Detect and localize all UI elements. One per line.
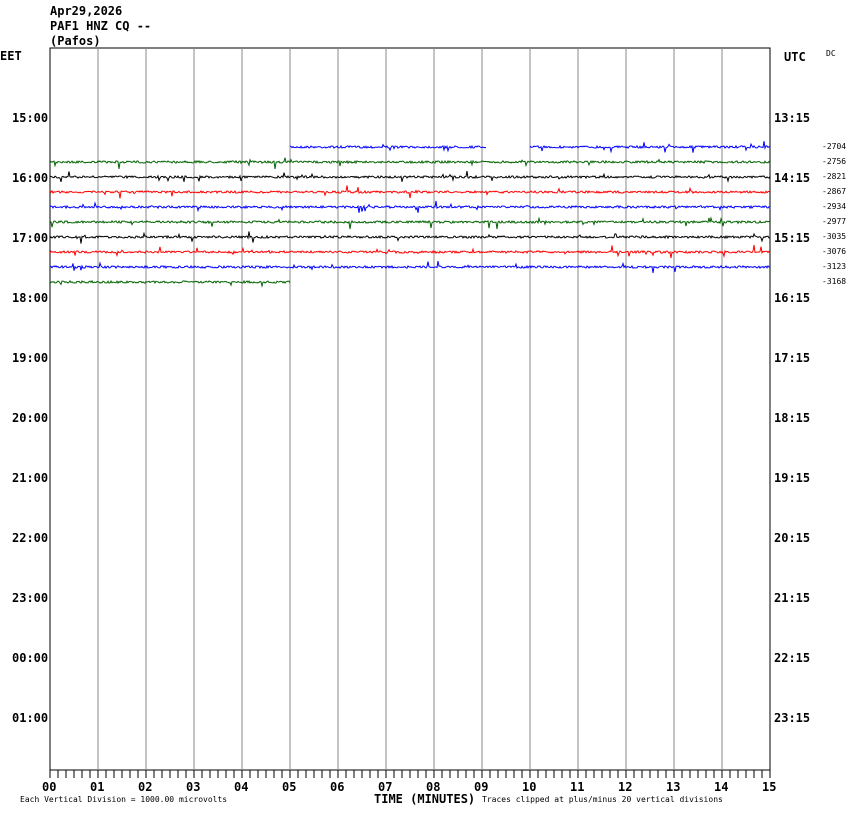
x-tick-label: 07: [378, 780, 393, 794]
x-tick-label: 08: [426, 780, 441, 794]
left-time-label: 16:00: [12, 171, 49, 185]
dc-label: DC: [826, 49, 836, 58]
dc-offset-label: -2704: [822, 142, 847, 151]
x-tick-label: 12: [618, 780, 633, 794]
x-tick-label: 06: [330, 780, 345, 794]
right-time-label: 17:15: [774, 351, 811, 365]
x-tick-label: 03: [186, 780, 201, 794]
dc-offset-label: -3123: [822, 262, 847, 271]
left-time-label: 00:00: [12, 651, 49, 665]
plot-frame: [49, 47, 771, 771]
x-tick-label: 13: [666, 780, 681, 794]
trace-1: [529, 141, 771, 154]
trace-2: [49, 157, 771, 169]
right-time-label: 19:15: [774, 471, 811, 485]
x-tick-label: 14: [714, 780, 729, 794]
x-tick-label: 11: [570, 780, 585, 794]
dc-offset-label: -2867: [822, 187, 847, 196]
scale-note: Each Vertical Division = 1000.00 microvo…: [20, 795, 228, 804]
x-tick-label: 05: [282, 780, 297, 794]
trace-7: [49, 231, 771, 244]
right-time-label: 20:15: [774, 531, 811, 545]
dc-offset-label: -2756: [822, 157, 847, 166]
x-tick-label: 02: [138, 780, 153, 794]
x-tick-label: 10: [522, 780, 537, 794]
right-time-label: 22:15: [774, 651, 811, 665]
dc-offset-label: -3035: [822, 232, 847, 241]
left-time-label: 01:00: [12, 711, 49, 725]
x-tick-label: 15: [762, 780, 777, 794]
location-label: (Pafos): [50, 34, 101, 48]
left-time-label: 20:00: [12, 411, 49, 425]
left-time-label: 18:00: [12, 291, 49, 305]
clip-note: Traces clipped at plus/minus 20 vertical…: [482, 795, 723, 804]
trace-1: [289, 143, 487, 153]
trace-6: [49, 216, 771, 230]
x-tick-label: 01: [90, 780, 105, 794]
date-label: Apr29,2026: [50, 4, 123, 18]
x-axis-title: TIME (MINUTES): [374, 792, 476, 806]
trace-10: [49, 279, 291, 288]
trace-4: [49, 185, 771, 199]
left-axis-label: EET: [0, 49, 22, 63]
left-time-label: 15:00: [12, 111, 49, 125]
right-axis-label: UTC: [784, 50, 806, 64]
dc-offset-label: -2934: [822, 202, 847, 211]
x-tick-label: 04: [234, 780, 249, 794]
right-time-label: 23:15: [774, 711, 811, 725]
trace-3: [49, 171, 771, 183]
dc-offset-label: -2821: [822, 172, 847, 181]
left-time-label: 21:00: [12, 471, 49, 485]
x-tick-label: 00: [42, 780, 57, 794]
dc-offset-label: -3076: [822, 247, 847, 256]
left-time-label: 19:00: [12, 351, 49, 365]
right-time-label: 16:15: [774, 291, 811, 305]
dc-offset-label: -2977: [822, 217, 847, 226]
right-time-label: 15:15: [774, 231, 811, 245]
left-time-label: 23:00: [12, 591, 49, 605]
left-time-label: 17:00: [12, 231, 49, 245]
left-time-label: 22:00: [12, 531, 49, 545]
dc-offset-label: -3168: [822, 277, 847, 286]
right-time-label: 13:15: [774, 111, 811, 125]
trace-8: [49, 244, 771, 259]
trace-5: [49, 200, 771, 213]
trace-9: [49, 261, 771, 273]
right-time-label: 18:15: [774, 411, 811, 425]
x-tick-label: 09: [474, 780, 489, 794]
right-time-label: 14:15: [774, 171, 811, 185]
station-label: PAF1 HNZ CQ --: [50, 19, 152, 33]
right-time-label: 21:15: [774, 591, 811, 605]
